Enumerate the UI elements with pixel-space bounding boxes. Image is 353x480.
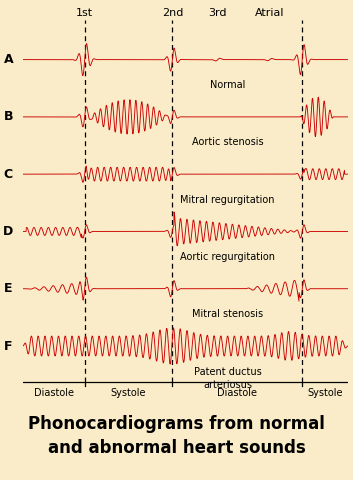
Text: Patent ductus
arteriosus: Patent ductus arteriosus: [194, 367, 262, 390]
Text: 1st: 1st: [76, 9, 93, 18]
Text: Systole: Systole: [111, 388, 146, 398]
Text: F: F: [4, 339, 13, 352]
Text: E: E: [4, 282, 13, 295]
Text: B: B: [4, 110, 13, 123]
Text: Normal: Normal: [210, 80, 245, 90]
Text: Diastole: Diastole: [34, 388, 74, 398]
Text: Atrial: Atrial: [255, 9, 285, 18]
Text: 2nd: 2nd: [162, 9, 183, 18]
Text: Aortic regurgitation: Aortic regurgitation: [180, 252, 275, 262]
Text: Systole: Systole: [307, 388, 343, 398]
Text: Mitral regurgitation: Mitral regurgitation: [180, 194, 275, 204]
Text: Aortic stenosis: Aortic stenosis: [192, 137, 263, 147]
Text: D: D: [3, 225, 13, 238]
Text: A: A: [4, 53, 13, 66]
Text: C: C: [4, 168, 13, 180]
Text: Phonocardiograms from normal
and abnormal heart sounds: Phonocardiograms from normal and abnorma…: [28, 415, 325, 457]
Text: Diastole: Diastole: [217, 388, 257, 398]
Text: 3rd: 3rd: [209, 9, 227, 18]
Text: Mitral stenosis: Mitral stenosis: [192, 309, 263, 319]
